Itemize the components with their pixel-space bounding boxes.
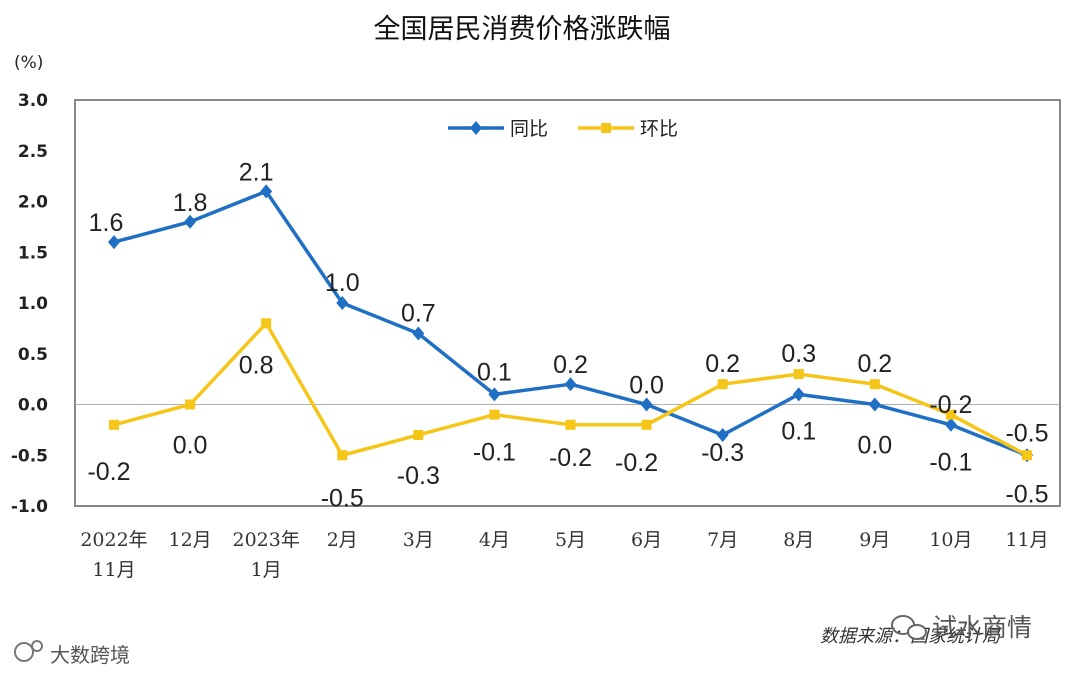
series-2-data-label: -0.2 bbox=[87, 458, 130, 486]
series-1-point bbox=[108, 235, 120, 250]
x-tick-label: 9月 bbox=[859, 529, 890, 551]
series-1-data-label: 0.2 bbox=[553, 351, 588, 379]
series-2-data-label: 0.2 bbox=[857, 350, 892, 378]
series-1-data-label: 1.0 bbox=[325, 269, 360, 297]
x-tick-label: 12月 bbox=[168, 529, 211, 551]
series-1-point bbox=[564, 377, 577, 392]
series-1-data-label: 0.1 bbox=[477, 358, 512, 386]
series-2-point bbox=[489, 409, 500, 420]
watermark-right-text: 试水商情 bbox=[932, 613, 1032, 642]
legend: 同比 环比 bbox=[448, 118, 678, 140]
x-tick-label: 6月 bbox=[631, 529, 662, 551]
legend-label-1: 同比 bbox=[510, 118, 548, 140]
series-2-point bbox=[717, 379, 728, 390]
series-1-data-label: 1.8 bbox=[173, 189, 208, 217]
legend-label-2: 环比 bbox=[640, 118, 678, 140]
series-2-data-label: -0.5 bbox=[1005, 480, 1048, 508]
series-1-point bbox=[260, 184, 273, 199]
series-2-point bbox=[1022, 450, 1032, 461]
series-1-data-label: 2.1 bbox=[239, 158, 274, 186]
x-tick-label: 2月 bbox=[327, 529, 358, 551]
series-1-data-label: -0.2 bbox=[929, 391, 972, 419]
x-tick-label: 2022年 bbox=[80, 529, 147, 551]
series-1-point bbox=[716, 427, 729, 442]
series-2-point bbox=[261, 318, 272, 329]
x-tick-label: 1月 bbox=[251, 559, 282, 581]
series-lines bbox=[113, 189, 1028, 457]
series-1-data-label: 0.7 bbox=[401, 299, 436, 327]
chart-title: 全国居民消费价格涨跌幅 bbox=[374, 14, 671, 45]
series-2-point bbox=[337, 450, 348, 461]
series-1-data-label: 0.0 bbox=[857, 432, 892, 460]
series-2-data-label: -0.2 bbox=[615, 449, 658, 477]
x-tick-labels: 2022年 11月 12月 2023年 1月 2月 3月 4月 5月 6月 7月 8月 9月 10月 11月 bbox=[80, 529, 1048, 581]
series-2-point bbox=[413, 429, 424, 440]
y-tick-label: 0.0 bbox=[18, 396, 48, 416]
y-tick-label: 1.0 bbox=[18, 294, 48, 314]
series-2-data-label: 0.3 bbox=[781, 340, 816, 368]
x-tick-label: 11月 bbox=[1005, 529, 1048, 551]
x-tick-label: 5月 bbox=[555, 529, 586, 551]
x-tick-label: 11月 bbox=[92, 559, 135, 581]
series-1-data-label: 1.6 bbox=[89, 209, 124, 237]
series-markers bbox=[108, 184, 1033, 463]
series-2-data-label: -0.3 bbox=[397, 462, 440, 490]
x-tick-label: 4月 bbox=[479, 529, 510, 551]
legend-marker-2 bbox=[601, 123, 611, 133]
y-tick-label: 1.5 bbox=[18, 243, 48, 263]
series-1-point bbox=[868, 397, 881, 412]
y-tick-label: 2.5 bbox=[18, 142, 48, 162]
weibo-logo-icon bbox=[14, 640, 43, 662]
y-tick-label: 0.5 bbox=[18, 345, 48, 365]
x-tick-label: 8月 bbox=[783, 529, 814, 551]
series-1-data-label: -0.3 bbox=[701, 439, 744, 467]
series-1-point bbox=[412, 326, 425, 341]
series-1-data-label: -0.5 bbox=[1005, 419, 1048, 447]
series-1-point bbox=[488, 387, 501, 402]
watermark-left: 大数跨境 bbox=[14, 640, 130, 667]
legend-marker-1 bbox=[470, 121, 482, 135]
wechat-logo-icon bbox=[891, 615, 927, 640]
x-tick-label: 10月 bbox=[929, 529, 972, 551]
series-1-point bbox=[336, 296, 349, 310]
series-1-point bbox=[184, 214, 197, 229]
series-2-data-label: -0.1 bbox=[929, 449, 972, 477]
series-2-data-label: -0.2 bbox=[549, 444, 592, 472]
x-tick-label: 7月 bbox=[707, 529, 738, 551]
series-2-point bbox=[641, 419, 652, 430]
series-2-data-label: 0.2 bbox=[705, 350, 740, 378]
series-2-point bbox=[945, 409, 956, 420]
series-1-point bbox=[792, 387, 805, 402]
series-2-data-label: -0.5 bbox=[321, 484, 364, 512]
series-2-point bbox=[109, 419, 119, 430]
series-line-1 bbox=[113, 189, 1028, 457]
plot-frame bbox=[74, 99, 1061, 507]
y-tick-label: 2.0 bbox=[18, 193, 48, 213]
series-2-point bbox=[565, 419, 576, 430]
y-tick-label: 3.0 bbox=[18, 91, 48, 111]
series-2-data-label: 0.8 bbox=[239, 351, 274, 379]
data-labels: 1.6 1.8 2.1 1.0 0.7 0.1 0.2 0.0 -0.3 0.1 0.0 -0.2 -0… bbox=[87, 158, 1048, 512]
series-1-data-label: 0.1 bbox=[781, 417, 816, 445]
watermark-right: 试水商情 bbox=[891, 613, 1032, 642]
y-tick-label: -1.0 bbox=[11, 497, 48, 517]
series-1-data-label: 0.0 bbox=[629, 372, 664, 400]
series-1-point bbox=[944, 417, 957, 432]
series-2-point bbox=[793, 369, 804, 380]
x-tick-label: 2023年 bbox=[232, 529, 299, 551]
y-axis-unit: (%) bbox=[14, 53, 43, 73]
y-tick-labels: 3.0 2.5 2.0 1.5 1.0 0.5 0.0 -0.5 -1.0 bbox=[11, 91, 48, 517]
series-1-point bbox=[640, 397, 653, 412]
watermark-left-text: 大数跨境 bbox=[50, 643, 130, 667]
series-2-data-label: 0.0 bbox=[173, 432, 208, 460]
y-tick-label: -0.5 bbox=[11, 446, 48, 466]
x-tick-label: 3月 bbox=[403, 529, 434, 551]
series-2-data-label: -0.1 bbox=[473, 439, 516, 467]
series-2-point bbox=[869, 379, 880, 390]
series-2-point bbox=[185, 399, 196, 410]
